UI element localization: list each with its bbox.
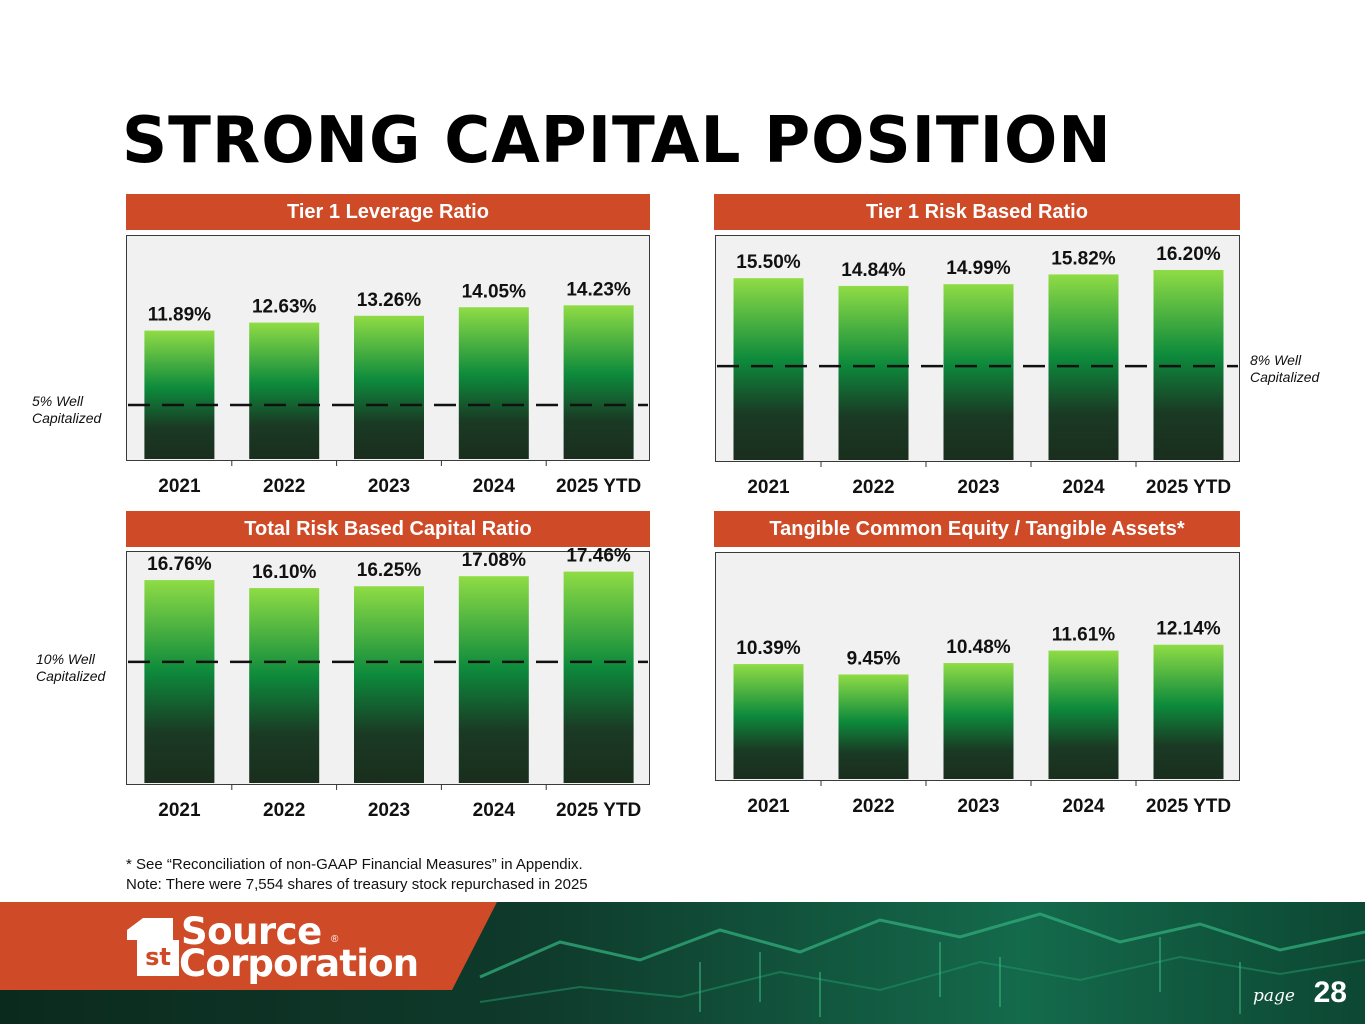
tce-ta-x-tick-label: 2025 YTD <box>1146 796 1231 817</box>
well-capitalized-label-2-line1: 8% Well <box>1250 352 1302 368</box>
total-risk-x-tick-label: 2021 <box>158 800 201 821</box>
well-capitalized-label-1-line1: 5% Well <box>32 393 84 409</box>
tier1-leverage-data-label: 13.26% <box>357 290 422 311</box>
logo-badge-text: st <box>145 943 171 971</box>
tier1-leverage-data-label: 14.05% <box>462 281 527 302</box>
logo-badge-icon <box>127 918 179 976</box>
total-risk-bar-2021 <box>144 580 215 783</box>
tier1-leverage-x-tick-label: 2024 <box>473 476 516 497</box>
tier1-leverage-bar-2025-ytd <box>563 305 634 459</box>
tier1-risk-data-label: 15.50% <box>736 252 801 273</box>
chart-total-risk: 16.76% 2021 16.10% 2022 16.25% 2023 17.08% 2024… <box>128 546 648 821</box>
tce-ta-data-label: 10.48% <box>946 637 1011 658</box>
tier1-risk-bar-2022 <box>838 285 909 460</box>
well-capitalized-label-3-line2: Capitalized <box>36 668 106 684</box>
total-risk-x-tick-label: 2024 <box>473 800 516 821</box>
tier1-risk-data-label: 14.84% <box>841 260 906 281</box>
logo-word-corporation: Corporation <box>179 942 419 985</box>
page-number: 28 <box>1313 976 1347 1009</box>
chart-title-tier1-leverage: Tier 1 Leverage Ratio <box>126 194 650 230</box>
tier1-risk-data-label: 15.82% <box>1051 248 1116 269</box>
well-capitalized-label-1: 5% Well Capitalized <box>32 393 101 427</box>
tier1-leverage-x-tick-label: 2022 <box>263 476 305 497</box>
footer-stock-chart-graphic <box>479 912 1365 1017</box>
logo-word-source: Source <box>181 910 322 953</box>
tce-ta-x-tick-label: 2021 <box>747 796 790 817</box>
tier1-leverage-data-label: 11.89% <box>148 305 211 326</box>
tce-ta-bar-2023 <box>943 663 1014 779</box>
tier1-risk-x-tick-label: 2025 YTD <box>1146 477 1231 498</box>
tier1-risk-data-label: 16.20% <box>1156 244 1221 265</box>
tier1-leverage-x-tick-label: 2025 YTD <box>556 476 641 497</box>
chart-tier1-risk: 15.50% 2021 14.84% 2022 14.99% 2023 15.82% 2024… <box>717 244 1238 498</box>
footnote-treasury-stock: Note: There were 7,554 shares of treasur… <box>126 876 588 893</box>
tier1-risk-x-tick-label: 2021 <box>747 477 790 498</box>
tce-ta-bar-2025-ytd <box>1153 644 1224 779</box>
tier1-leverage-bar-2024 <box>458 307 529 459</box>
tier1-risk-x-tick-label: 2024 <box>1062 477 1105 498</box>
tier1-risk-data-label: 14.99% <box>946 258 1011 279</box>
well-capitalized-label-2-line2: Capitalized <box>1250 369 1320 385</box>
chart-title-total-risk: Total Risk Based Capital Ratio <box>126 511 650 547</box>
total-risk-bar-2023 <box>354 586 424 783</box>
total-risk-data-label: 17.46% <box>566 546 631 567</box>
tier1-leverage-x-tick-label: 2021 <box>158 476 201 497</box>
chart-title-tce-ta: Tangible Common Equity / Tangible Assets… <box>714 511 1240 547</box>
total-risk-bar-2024 <box>458 576 529 783</box>
tier1-leverage-x-tick-label: 2023 <box>368 476 410 497</box>
tier1-risk-bar-2021 <box>733 278 804 460</box>
tce-ta-bar-2021 <box>733 664 804 779</box>
tce-ta-data-label: 12.14% <box>1156 619 1221 640</box>
total-risk-bar-2025-ytd <box>563 571 634 783</box>
total-risk-x-tick-label: 2023 <box>368 800 410 821</box>
footnote: * See “Reconciliation of non-GAAP Financ… <box>126 855 588 895</box>
total-risk-data-label: 17.08% <box>462 550 527 571</box>
footer-banner: st Source ® Corporation page 28 <box>0 902 1365 1024</box>
tce-ta-bar-2022 <box>838 674 909 779</box>
tier1-leverage-data-label: 12.63% <box>252 297 317 318</box>
total-risk-data-label: 16.76% <box>147 554 212 575</box>
well-capitalized-label-3: 10% Well Capitalized <box>36 651 105 685</box>
tier1-risk-x-tick-label: 2023 <box>957 477 999 498</box>
well-capitalized-label-1-line2: Capitalized <box>32 410 102 426</box>
tier1-leverage-bar-2023 <box>354 315 424 459</box>
tier1-leverage-bar-2021 <box>144 330 215 459</box>
total-risk-data-label: 16.25% <box>357 560 422 581</box>
total-risk-data-label: 16.10% <box>252 562 317 583</box>
tier1-leverage-bar-2022 <box>249 322 320 459</box>
page-title: STRONG CAPITAL POSITION <box>122 104 1112 178</box>
tce-ta-x-tick-label: 2024 <box>1062 796 1105 817</box>
well-capitalized-label-3-line1: 10% Well <box>36 651 95 667</box>
page-label: page <box>1253 986 1295 1006</box>
chart-tce-ta: 10.39% 2021 9.45% 2022 10.48% 2023 11.61% 2024 1… <box>733 619 1231 817</box>
total-risk-x-tick-label: 2025 YTD <box>556 800 641 821</box>
tce-ta-data-label: 11.61% <box>1052 625 1115 646</box>
chart-tier1-leverage: 11.89% 2021 12.63% 2022 13.26% 2023 14.05% 2024… <box>128 279 648 497</box>
footnote-non-gaap: * See “Reconciliation of non-GAAP Financ… <box>126 856 583 873</box>
tce-ta-bar-2024 <box>1048 650 1119 779</box>
tier1-leverage-data-label: 14.23% <box>566 279 631 300</box>
well-capitalized-label-2: 8% Well Capitalized <box>1250 352 1319 386</box>
footer-orange-shape <box>0 902 497 990</box>
chart-title-tier1-risk: Tier 1 Risk Based Ratio <box>714 194 1240 230</box>
tce-ta-x-tick-label: 2023 <box>957 796 999 817</box>
tce-ta-data-label: 9.45% <box>847 648 901 669</box>
tier1-risk-x-tick-label: 2022 <box>852 477 894 498</box>
tier1-risk-bar-2023 <box>943 284 1014 460</box>
total-risk-bar-2022 <box>249 588 320 783</box>
tce-ta-data-label: 10.39% <box>736 638 801 659</box>
logo-registered-mark: ® <box>331 934 339 945</box>
tce-ta-x-tick-label: 2022 <box>852 796 894 817</box>
total-risk-x-tick-label: 2022 <box>263 800 305 821</box>
